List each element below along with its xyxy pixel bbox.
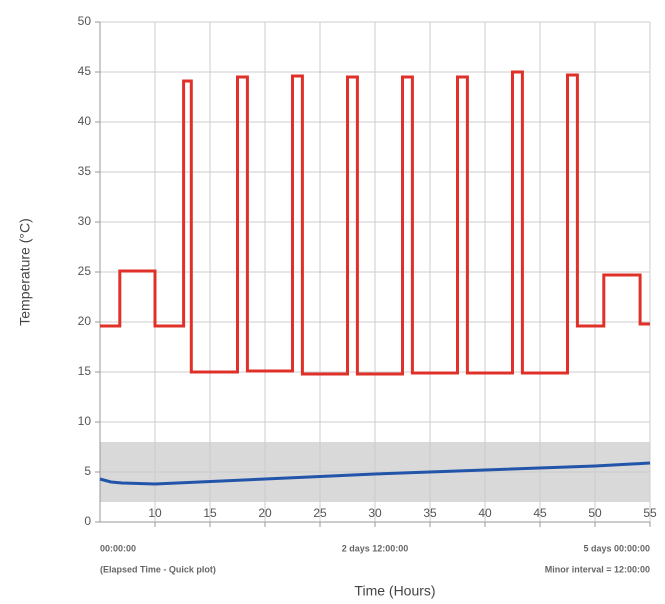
x-tick-label: 40 bbox=[478, 506, 492, 520]
x-tick-label: 35 bbox=[423, 506, 437, 520]
y-tick-label: 15 bbox=[78, 364, 92, 378]
x-tick-label: 30 bbox=[368, 506, 382, 520]
x-tick-label: 10 bbox=[148, 506, 162, 520]
annotation: 2 days 12:00:00 bbox=[342, 543, 409, 553]
series-line bbox=[100, 70, 650, 376]
y-tick-label: 5 bbox=[84, 464, 91, 478]
y-tick-label: 45 bbox=[78, 64, 92, 78]
y-tick-label: 40 bbox=[78, 114, 92, 128]
x-tick-label: 25 bbox=[313, 506, 327, 520]
y-axis-label: Temperature (°C) bbox=[17, 218, 33, 326]
annotation: Minor interval = 12:00:00 bbox=[545, 564, 650, 574]
x-tick-label: 20 bbox=[258, 506, 272, 520]
x-axis-label: Time (Hours) bbox=[354, 583, 435, 599]
series-line bbox=[99, 461, 651, 486]
annotation: 00:00:00 bbox=[100, 543, 136, 553]
x-tick-label: 55 bbox=[643, 506, 657, 520]
y-tick-label: 0 bbox=[84, 514, 91, 528]
annotation: 5 days 00:00:00 bbox=[583, 543, 650, 553]
y-tick-label: 50 bbox=[78, 14, 92, 28]
x-tick-label: 15 bbox=[203, 506, 217, 520]
y-tick-label: 10 bbox=[78, 414, 92, 428]
annotation: (Elapsed Time - Quick plot) bbox=[100, 564, 216, 574]
y-tick-label: 20 bbox=[78, 314, 92, 328]
x-tick-label: 45 bbox=[533, 506, 547, 520]
y-tick-label: 25 bbox=[78, 264, 92, 278]
y-tick-label: 35 bbox=[78, 164, 92, 178]
x-tick-label: 50 bbox=[588, 506, 602, 520]
y-tick-label: 30 bbox=[78, 214, 92, 228]
